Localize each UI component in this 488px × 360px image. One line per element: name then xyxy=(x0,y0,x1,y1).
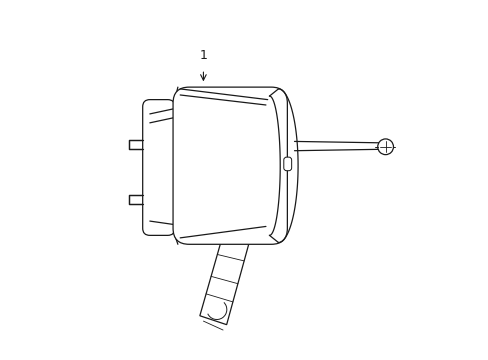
FancyBboxPatch shape xyxy=(142,100,175,235)
FancyBboxPatch shape xyxy=(173,87,287,244)
Bar xyxy=(129,140,142,149)
Circle shape xyxy=(377,139,393,155)
Bar xyxy=(129,195,142,204)
FancyBboxPatch shape xyxy=(283,157,291,171)
Text: 1: 1 xyxy=(199,49,207,62)
Polygon shape xyxy=(200,228,251,325)
